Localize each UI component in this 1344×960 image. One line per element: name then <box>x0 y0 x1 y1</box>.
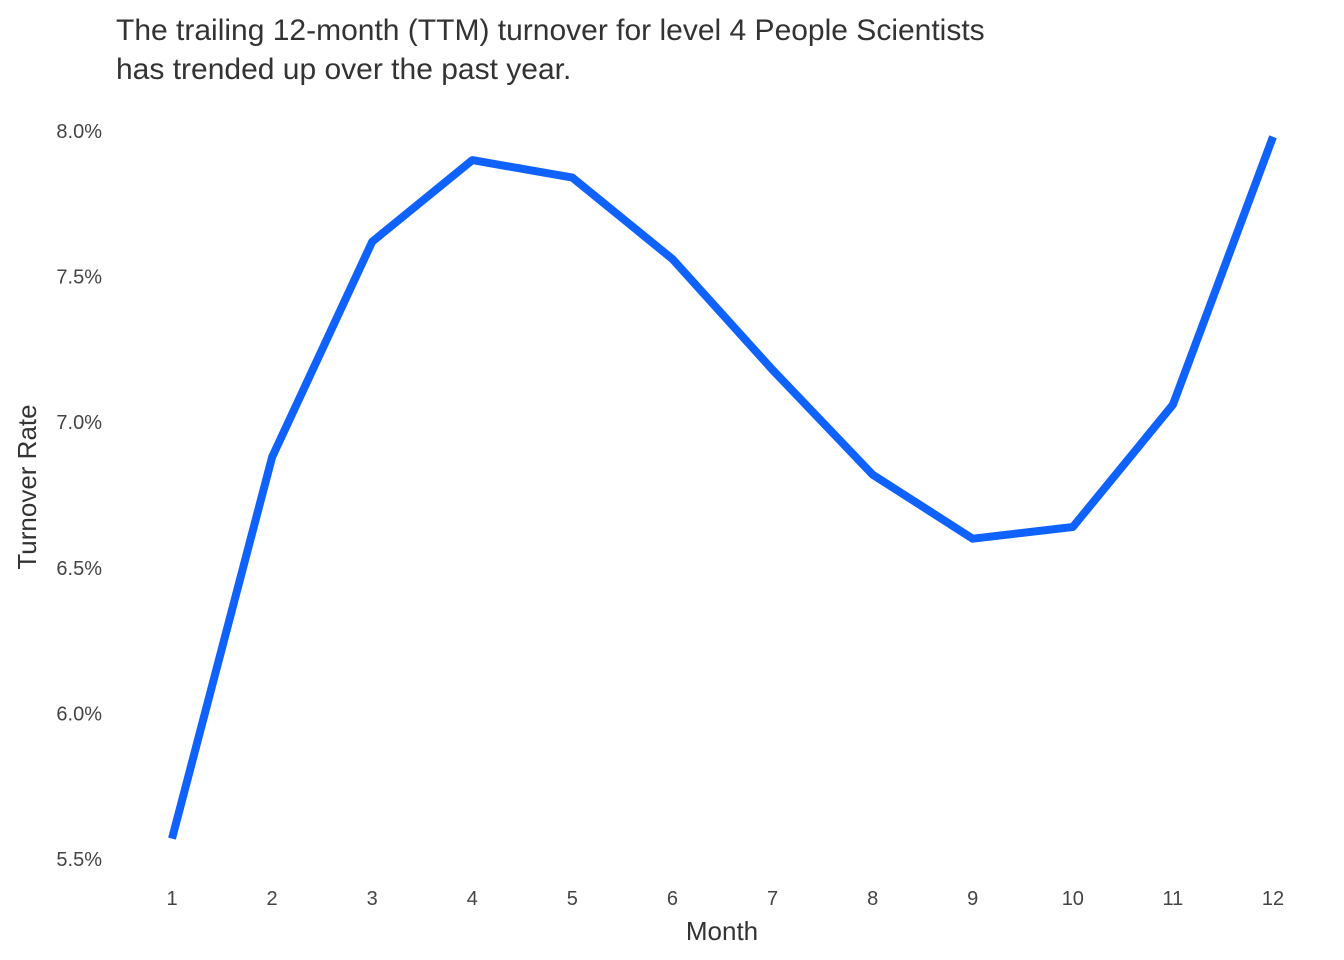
chart-title: The trailing 12-month (TTM) turnover for… <box>116 14 985 86</box>
x-tick-label: 6 <box>667 888 678 910</box>
data-point <box>869 471 877 479</box>
data-point <box>168 835 176 843</box>
x-axis-title: Month <box>686 916 758 946</box>
x-tick-label: 12 <box>1262 888 1284 910</box>
data-point <box>1069 523 1077 531</box>
x-tick-label: 1 <box>166 888 177 910</box>
chart-title-line-1: The trailing 12-month (TTM) turnover for… <box>116 14 985 47</box>
series-layer <box>168 133 1277 843</box>
x-tick-label: 11 <box>1163 888 1184 910</box>
chart-title-line-2: has trended up over the past year. <box>116 53 571 86</box>
x-tick-label: 3 <box>367 888 378 910</box>
y-tick-label: 7.0% <box>56 412 102 434</box>
data-point <box>769 366 777 374</box>
x-tick-label: 8 <box>867 888 878 910</box>
x-tick-label: 2 <box>267 888 278 910</box>
data-point <box>268 453 276 461</box>
y-tick-label: 7.5% <box>56 267 102 289</box>
x-tick-label: 9 <box>967 888 978 910</box>
y-tick-label: 8.0% <box>56 121 102 143</box>
data-point <box>568 174 576 182</box>
series-line-1 <box>168 135 1277 840</box>
y-tick-label: 6.0% <box>56 703 102 725</box>
data-point <box>368 238 376 246</box>
data-point <box>969 535 977 543</box>
x-tick-label: 10 <box>1062 888 1084 910</box>
data-point <box>468 156 476 164</box>
data-point <box>668 255 676 263</box>
x-tick-label: 4 <box>467 888 478 910</box>
y-tick-label: 5.5% <box>56 849 102 871</box>
y-tick-label: 6.5% <box>56 558 102 580</box>
x-tick-label: 7 <box>767 888 778 910</box>
x-tick-label: 5 <box>567 888 578 910</box>
data-point <box>1169 401 1177 409</box>
x-axis-tick-labels: 1 2 3 4 5 6 7 8 9 10 11 12 <box>166 888 1284 910</box>
y-axis-tick-labels: 5.5% 6.0% 6.5% 7.0% 7.5% 8.0% <box>56 121 102 871</box>
data-point <box>1269 133 1277 141</box>
y-axis-title: Turnover Rate <box>12 404 42 569</box>
